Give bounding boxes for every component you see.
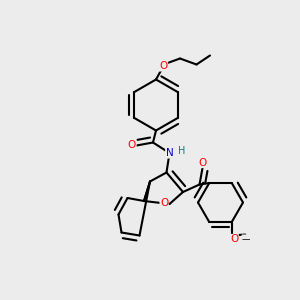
Text: —: — [242, 235, 250, 244]
Text: O: O [198, 158, 207, 168]
Text: H: H [178, 146, 185, 156]
Text: N: N [166, 148, 173, 158]
Text: O: O [230, 234, 238, 244]
Text: O: O [128, 140, 136, 151]
Text: O: O [160, 198, 168, 208]
Text: O: O [159, 61, 168, 71]
